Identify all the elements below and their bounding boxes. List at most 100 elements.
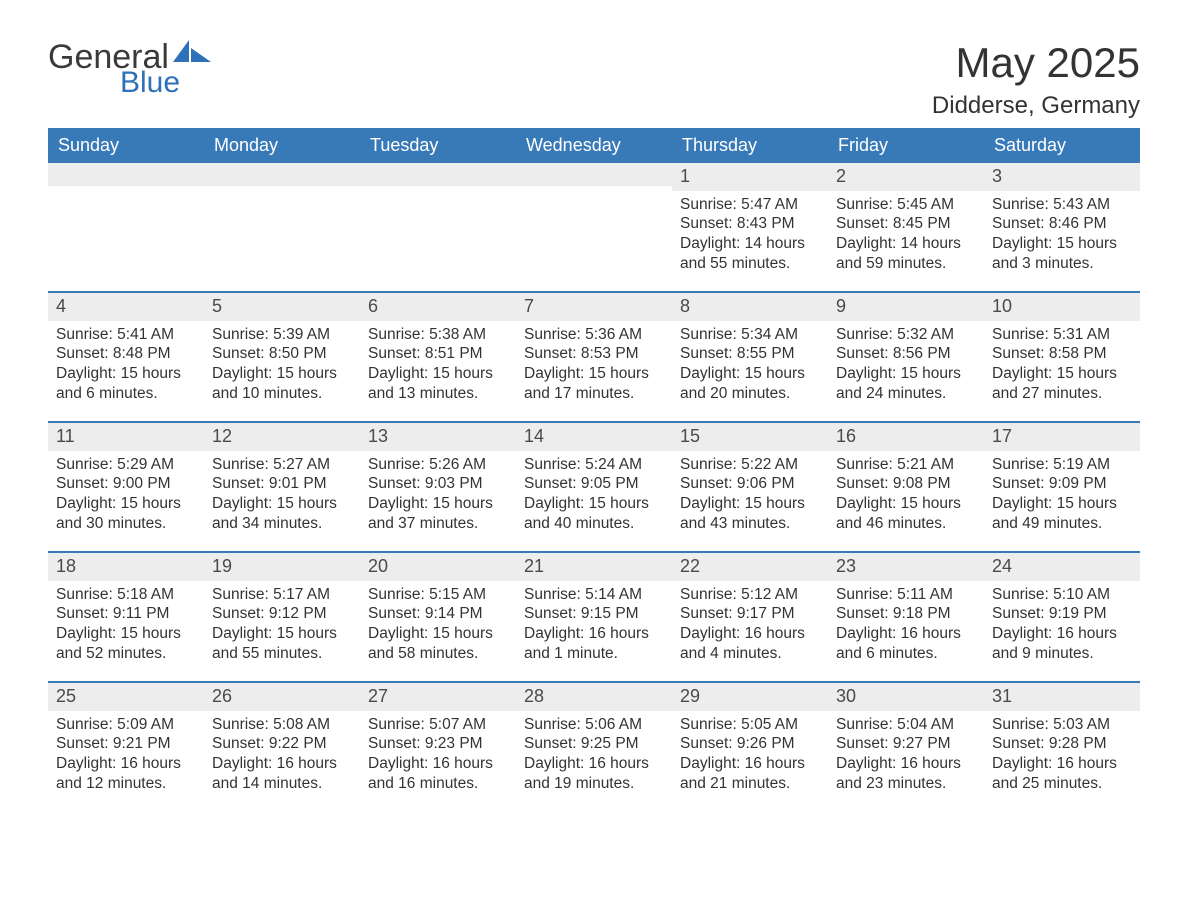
day-detail-line: and 21 minutes. [680,774,820,794]
day-detail-line: and 1 minute. [524,644,664,664]
day-details: Sunrise: 5:12 AMSunset: 9:17 PMDaylight:… [672,581,828,670]
day-cell: 19Sunrise: 5:17 AMSunset: 9:12 PMDayligh… [204,553,360,681]
day-detail-line: Sunset: 8:55 PM [680,344,820,364]
day-number: 7 [516,293,672,320]
day-detail-line: and 46 minutes. [836,514,976,534]
day-detail-line: Sunset: 9:11 PM [56,604,196,624]
day-number: 26 [204,683,360,710]
day-detail-line: Sunrise: 5:47 AM [680,195,820,215]
day-detail-line: Sunset: 9:00 PM [56,474,196,494]
day-detail-line: Sunset: 9:06 PM [680,474,820,494]
day-number [204,163,360,186]
day-details: Sunrise: 5:22 AMSunset: 9:06 PMDaylight:… [672,451,828,540]
day-number: 4 [48,293,204,320]
day-detail-line: Sunset: 9:15 PM [524,604,664,624]
day-detail-line: and 16 minutes. [368,774,508,794]
day-detail-line: Daylight: 16 hours [212,754,352,774]
week-row: 1Sunrise: 5:47 AMSunset: 8:43 PMDaylight… [48,163,1140,291]
day-number: 25 [48,683,204,710]
day-number: 15 [672,423,828,450]
day-detail-line: Daylight: 14 hours [680,234,820,254]
day-detail-line: and 27 minutes. [992,384,1132,404]
day-number: 3 [984,163,1140,190]
day-detail-line: Sunrise: 5:11 AM [836,585,976,605]
day-number [360,163,516,186]
day-number: 13 [360,423,516,450]
week-row: 25Sunrise: 5:09 AMSunset: 9:21 PMDayligh… [48,681,1140,811]
day-number: 12 [204,423,360,450]
day-detail-line: Sunset: 9:05 PM [524,474,664,494]
day-detail-line: Sunrise: 5:06 AM [524,715,664,735]
day-detail-line: and 52 minutes. [56,644,196,664]
day-number: 2 [828,163,984,190]
day-detail-line: Daylight: 15 hours [368,624,508,644]
day-detail-line: Sunrise: 5:08 AM [212,715,352,735]
day-detail-line: Sunset: 9:26 PM [680,734,820,754]
day-number: 27 [360,683,516,710]
day-detail-line: Daylight: 15 hours [680,494,820,514]
day-detail-line: Daylight: 16 hours [836,624,976,644]
day-cell: 14Sunrise: 5:24 AMSunset: 9:05 PMDayligh… [516,423,672,551]
day-detail-line: and 17 minutes. [524,384,664,404]
day-detail-line: Daylight: 15 hours [992,364,1132,384]
day-detail-line: Daylight: 16 hours [992,624,1132,644]
day-number [48,163,204,186]
day-detail-line: and 13 minutes. [368,384,508,404]
day-detail-line: Daylight: 15 hours [56,364,196,384]
day-cell: 17Sunrise: 5:19 AMSunset: 9:09 PMDayligh… [984,423,1140,551]
day-detail-line: Sunset: 9:01 PM [212,474,352,494]
day-number: 6 [360,293,516,320]
day-detail-line: and 25 minutes. [992,774,1132,794]
day-detail-line: Sunset: 9:03 PM [368,474,508,494]
day-detail-line: Sunset: 9:28 PM [992,734,1132,754]
day-detail-line: and 6 minutes. [56,384,196,404]
day-cell: 25Sunrise: 5:09 AMSunset: 9:21 PMDayligh… [48,683,204,811]
day-detail-line: Sunrise: 5:43 AM [992,195,1132,215]
day-detail-line: Daylight: 15 hours [56,494,196,514]
week-row: 11Sunrise: 5:29 AMSunset: 9:00 PMDayligh… [48,421,1140,551]
day-details: Sunrise: 5:38 AMSunset: 8:51 PMDaylight:… [360,321,516,410]
day-cell: 10Sunrise: 5:31 AMSunset: 8:58 PMDayligh… [984,293,1140,421]
day-details: Sunrise: 5:24 AMSunset: 9:05 PMDaylight:… [516,451,672,540]
day-cell [48,163,204,291]
day-cell: 8Sunrise: 5:34 AMSunset: 8:55 PMDaylight… [672,293,828,421]
day-detail-line: and 4 minutes. [680,644,820,664]
day-detail-line: and 20 minutes. [680,384,820,404]
day-cell: 20Sunrise: 5:15 AMSunset: 9:14 PMDayligh… [360,553,516,681]
day-cell [516,163,672,291]
day-number: 29 [672,683,828,710]
day-number: 19 [204,553,360,580]
day-details: Sunrise: 5:08 AMSunset: 9:22 PMDaylight:… [204,711,360,800]
location: Didderse, Germany [932,92,1140,120]
day-detail-line: Sunrise: 5:17 AM [212,585,352,605]
day-detail-line: Daylight: 16 hours [524,624,664,644]
day-detail-line: Sunset: 9:19 PM [992,604,1132,624]
day-details: Sunrise: 5:21 AMSunset: 9:08 PMDaylight:… [828,451,984,540]
day-detail-line: and 6 minutes. [836,644,976,664]
day-detail-line: and 24 minutes. [836,384,976,404]
day-detail-line: and 30 minutes. [56,514,196,534]
day-cell: 22Sunrise: 5:12 AMSunset: 9:17 PMDayligh… [672,553,828,681]
day-details: Sunrise: 5:39 AMSunset: 8:50 PMDaylight:… [204,321,360,410]
day-detail-line: Sunset: 9:09 PM [992,474,1132,494]
day-details: Sunrise: 5:26 AMSunset: 9:03 PMDaylight:… [360,451,516,540]
day-detail-line: Daylight: 15 hours [836,494,976,514]
day-detail-line: Sunset: 8:58 PM [992,344,1132,364]
day-detail-line: Daylight: 16 hours [680,754,820,774]
day-cell: 21Sunrise: 5:14 AMSunset: 9:15 PMDayligh… [516,553,672,681]
day-details: Sunrise: 5:06 AMSunset: 9:25 PMDaylight:… [516,711,672,800]
weekday-header: Sunday [48,128,204,163]
day-detail-line: Sunrise: 5:32 AM [836,325,976,345]
day-detail-line: Daylight: 15 hours [212,494,352,514]
day-detail-line: Sunset: 8:53 PM [524,344,664,364]
day-cell: 16Sunrise: 5:21 AMSunset: 9:08 PMDayligh… [828,423,984,551]
day-detail-line: Sunrise: 5:04 AM [836,715,976,735]
day-cell: 11Sunrise: 5:29 AMSunset: 9:00 PMDayligh… [48,423,204,551]
day-detail-line: Sunrise: 5:29 AM [56,455,196,475]
day-number: 8 [672,293,828,320]
day-detail-line: Daylight: 15 hours [56,624,196,644]
day-cell: 29Sunrise: 5:05 AMSunset: 9:26 PMDayligh… [672,683,828,811]
day-number: 22 [672,553,828,580]
day-cell: 26Sunrise: 5:08 AMSunset: 9:22 PMDayligh… [204,683,360,811]
day-detail-line: Sunrise: 5:07 AM [368,715,508,735]
